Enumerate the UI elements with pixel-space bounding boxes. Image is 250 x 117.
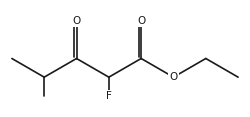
Text: F: F (106, 91, 112, 101)
Text: O: O (72, 16, 81, 26)
Text: O: O (169, 72, 177, 82)
Text: O: O (137, 16, 145, 26)
